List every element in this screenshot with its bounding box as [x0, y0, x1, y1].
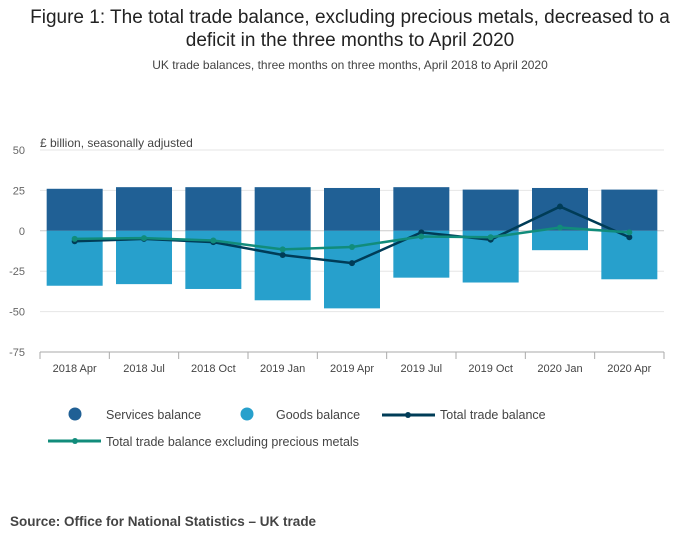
x-tick-label: 2018 Jul [123, 363, 165, 375]
x-tick-label: 2018 Apr [53, 363, 97, 375]
total-excl-precious-metals-point [141, 235, 147, 242]
services-bar [462, 189, 519, 231]
legend-goods-marker [240, 407, 254, 421]
x-tick-label: 2020 Apr [607, 363, 651, 375]
x-tick-label: 2019 Jul [401, 363, 443, 375]
services-bar [254, 187, 311, 231]
goods-bar [532, 230, 588, 251]
y-tick-label: 50 [13, 145, 25, 157]
legend-excl-label: Total trade balance excluding precious m… [106, 435, 359, 449]
goods-bar [324, 230, 380, 309]
total-excl-precious-metals-point [487, 234, 494, 241]
goods-bar [254, 230, 311, 301]
total-excl-precious-metals-point [557, 224, 563, 231]
services-bar [393, 187, 450, 231]
legend-services-marker [68, 407, 82, 421]
services-bar [601, 189, 658, 231]
legend-total-marker [405, 412, 411, 418]
total-excl-precious-metals-point [626, 229, 633, 236]
y-tick-label: 0 [19, 226, 25, 238]
total-excl-precious-metals-point [210, 237, 217, 244]
total-trade-balance-point [626, 234, 633, 241]
chart-subtitle: UK trade balances, three months on three… [152, 58, 548, 72]
x-tick-label: 2019 Oct [468, 363, 513, 375]
x-tick-label: 2019 Jan [260, 363, 305, 375]
legend-excl-marker [72, 438, 78, 444]
services-bar [185, 187, 242, 231]
total-excl-precious-metals-point [71, 235, 78, 242]
total-excl-precious-metals-point [349, 243, 355, 250]
services-bar [116, 187, 172, 231]
total-trade-balance-point [279, 252, 286, 259]
x-tick-label: 2020 Jan [537, 363, 582, 375]
y-tick-label: -75 [9, 347, 25, 359]
chart-title-line-1: Figure 1: The total trade balance, exclu… [30, 7, 670, 28]
chart-title-line-2: deficit in the three months to April 202… [185, 30, 515, 51]
y-tick-label: -50 [9, 307, 25, 319]
total-trade-balance-point [557, 203, 563, 210]
trade-balance-chart: £ billion, seasonally adjusted 50 25 0 -25 -5… [9, 136, 665, 449]
legend-total-label: Total trade balance [440, 408, 546, 422]
y-axis-label: £ billion, seasonally adjusted [40, 136, 193, 150]
chart-title: Figure 1: The total trade balance, exclu… [0, 6, 700, 52]
total-excl-precious-metals-point [279, 246, 286, 253]
source-note: Source: Office for National Statistics –… [10, 514, 317, 529]
x-tick-label: 2018 Oct [191, 363, 236, 375]
services-bar [324, 187, 380, 231]
y-tick-label: -25 [9, 266, 25, 278]
total-excl-precious-metals-point [418, 233, 425, 240]
y-tick-label: 25 [13, 185, 25, 197]
total-trade-balance-point [349, 260, 355, 267]
services-bar [46, 188, 103, 231]
legend-services-label: Services balance [106, 408, 201, 422]
legend-goods-label: Goods balance [276, 408, 360, 422]
x-tick-label: 2019 Apr [330, 363, 374, 375]
